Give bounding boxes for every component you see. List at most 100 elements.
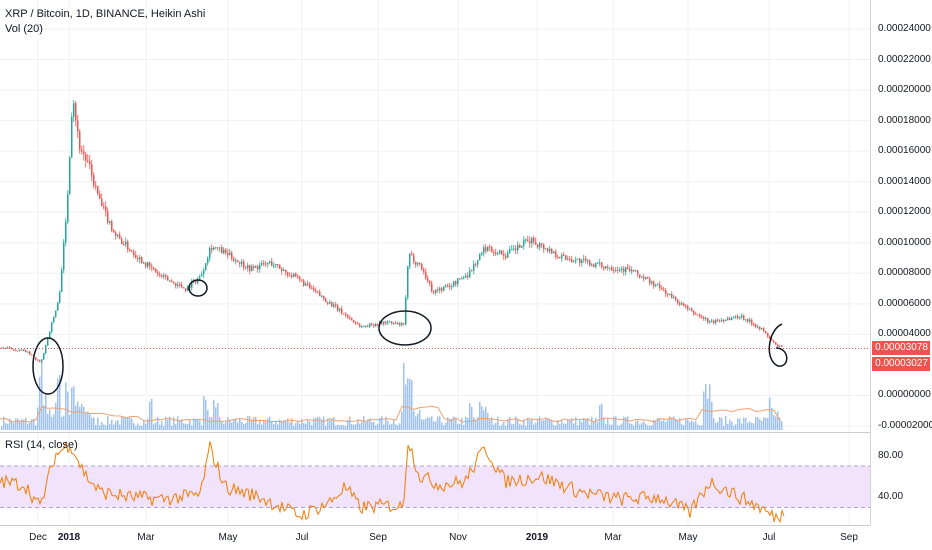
volume-bar [385,416,387,430]
candle-body [429,280,431,284]
volume-bar [753,423,755,430]
volume-bar [533,424,535,430]
candle-body [681,303,683,305]
candle-body [55,310,57,317]
candle-body [255,266,257,268]
volume-bar [497,416,499,430]
volume-bar [673,416,675,430]
volume-legend[interactable]: Vol (20) [5,23,43,35]
candle-body [561,254,563,259]
volume-bar [265,420,267,430]
volume-bar [585,419,587,430]
candle-body [707,317,709,322]
candle-body [363,326,365,328]
volume-bar [275,421,277,430]
candle-body [19,349,21,351]
rsi-chart[interactable] [0,433,870,525]
volume-bar [429,417,431,430]
volume-bar [347,419,349,430]
volume-bar [651,425,653,430]
candle-body [663,289,665,291]
candle-body [763,328,765,332]
candle-body [679,303,681,305]
volume-bar [535,422,537,430]
candle-body [753,324,755,326]
candle-body [617,269,619,271]
candle-body [287,272,289,276]
candle-body [315,289,317,292]
volume-bar [253,417,255,430]
candle-body [71,116,73,158]
price-axis[interactable] [870,0,932,525]
volume-bar [11,420,13,430]
candle-body [709,320,711,322]
candle-body [601,262,603,267]
candle-body [671,293,673,298]
candle-body [215,247,217,249]
candle-body [697,314,699,316]
candle-body [633,270,635,272]
candle-body [509,249,511,253]
candle-body [133,251,135,255]
candle-body [665,290,667,294]
candle-body [237,260,239,262]
volume-bar [705,384,707,430]
volume-bar [559,423,561,430]
pane-separator[interactable] [0,432,870,433]
candle-body [743,315,745,320]
volume-bar [501,424,503,430]
annotation-circle [768,323,788,367]
volume-bar [107,416,109,430]
volume-bar [115,421,117,430]
volume-bar [249,416,251,430]
price-tick-0: 0.00024000 [878,23,931,34]
candle-body [687,306,689,310]
volume-bar [419,409,421,430]
candle-body [637,270,639,275]
candle-body [121,238,123,245]
volume-bar [291,418,293,430]
volume-bar [33,419,35,430]
rsi-legend[interactable]: RSI (14, close) [5,439,78,451]
symbol-legend[interactable]: XRP / Bitcoin, 1D, BINANCE, Heikin Ashi [5,8,206,20]
candle-body [329,302,331,304]
candle-body [427,278,429,281]
candle-body [141,257,143,264]
volume-bar [213,399,215,430]
volume-bar [245,422,247,430]
candle-body [587,260,589,262]
candle-body [497,253,499,255]
volume-bar [379,417,381,430]
candle-body [277,264,279,266]
volume-bar [323,416,325,430]
volume-bar [543,420,545,430]
candle-body [187,285,189,291]
candle-body [527,239,529,241]
candle-body [57,302,59,311]
volume-bar [589,424,591,430]
volume-bar [367,419,369,430]
volume-bar [209,417,211,430]
volume-bar [157,417,159,430]
volume-bar [683,425,685,430]
candle-body [747,319,749,322]
volume-bar [463,424,465,430]
candle-body [629,268,631,272]
volume-bar [97,417,99,430]
volume-bar [727,423,729,430]
price-chart[interactable] [0,0,870,432]
time-label-4: Jul [295,532,309,543]
volume-bar [455,418,457,430]
volume-bar [377,423,379,430]
volume-bar [321,419,323,430]
candle-body [221,247,223,254]
volume-bar [715,422,717,430]
candle-body [627,267,629,269]
candle-body [291,275,293,278]
volume-bar [593,420,595,430]
candle-body [319,292,321,296]
candle-body [547,248,549,252]
volume-bar [471,406,473,430]
volume-bar [601,403,603,430]
